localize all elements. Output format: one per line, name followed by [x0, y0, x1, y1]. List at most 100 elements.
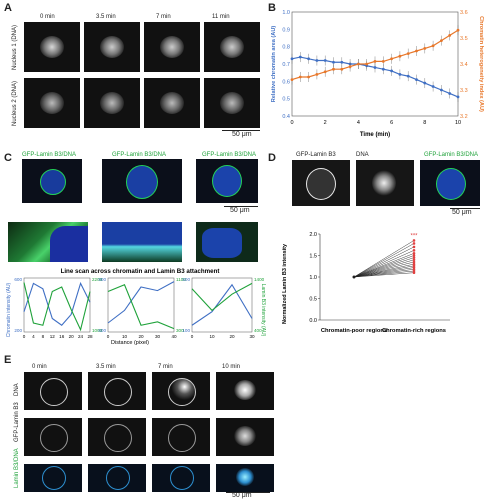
micrograph [22, 159, 82, 203]
data-point [315, 73, 319, 76]
data-point [440, 88, 443, 92]
y-tick-label: 0.5 [309, 297, 317, 303]
pair-line [353, 263, 415, 278]
micrograph [144, 22, 200, 72]
plot-frame [107, 277, 175, 333]
scan-line [107, 281, 175, 324]
micrograph [88, 372, 146, 410]
data-point [340, 67, 344, 71]
scale-bar [222, 130, 260, 131]
time-label: 3.5 min [96, 14, 116, 20]
scale-bar [224, 206, 258, 207]
data-point [456, 95, 460, 99]
right-tick-label: 400 [254, 328, 262, 333]
right-axis: 3.6 3.5 3.4 3.3 3.2 [460, 10, 468, 120]
line-scan-charts: Line scan across chromatin and Lamin B3 … [6, 268, 266, 346]
scan-line [191, 282, 253, 312]
data-point [456, 28, 460, 32]
x-tick-label: 0 [290, 120, 293, 126]
left-tick-label: 900 [98, 277, 106, 282]
left-tick-label: 0.6 [282, 79, 290, 85]
scale-bar [226, 492, 270, 493]
plot-frame [291, 11, 459, 117]
image-label: DNA [356, 152, 369, 158]
x-tick-label: 0 [23, 334, 26, 339]
right-tick-label: 3.3 [460, 88, 468, 94]
scan-line [191, 283, 253, 326]
micrograph [102, 159, 182, 203]
data-point [440, 39, 443, 42]
image-label: GFP-Lamin B3/DNA [22, 152, 77, 158]
right-tick-label: 3.6 [460, 10, 468, 16]
left-tick-label: 0.5 [282, 97, 290, 103]
plot-frame [23, 277, 91, 333]
micrograph [292, 160, 350, 206]
micrograph [216, 464, 274, 492]
panel-e-label: E [4, 354, 12, 366]
series-group [290, 25, 460, 102]
data-point [406, 52, 410, 55]
data-point [412, 271, 416, 274]
data-point [415, 49, 418, 53]
micrograph [88, 418, 146, 456]
x-tick-label: 10 [455, 120, 461, 126]
pair-line [353, 240, 415, 278]
micrograph [24, 372, 82, 410]
right-tick-label: 3.4 [460, 62, 468, 68]
micrograph [420, 160, 480, 206]
data-point [412, 260, 416, 264]
data-point [423, 47, 427, 50]
data-point [348, 65, 352, 68]
plot-frame [191, 277, 253, 333]
scan-line [23, 282, 91, 332]
x-tick-label: 28 [87, 334, 93, 339]
data-point [332, 60, 335, 64]
time-label: 11 min [212, 14, 230, 20]
data-point [412, 239, 416, 242]
data-point [381, 60, 385, 63]
data-point [340, 60, 344, 64]
micrograph [196, 159, 258, 203]
micrograph [356, 160, 414, 206]
x-tick-label: 20 [138, 334, 144, 339]
pair-line [353, 259, 415, 278]
x-tick-label: 20 [229, 334, 235, 339]
micrograph [152, 464, 210, 492]
time-label: 0 min [32, 364, 47, 370]
category-label: Chromatin-rich regions [382, 328, 446, 334]
x-tick-label: 30 [155, 334, 161, 339]
zoom-inset [102, 222, 182, 262]
x-tick-label: 2 [324, 120, 327, 126]
y-axis-label-left: Chromatin intensity (AU) [6, 282, 12, 337]
data-point [373, 60, 377, 63]
micrograph [24, 464, 82, 492]
data-point [323, 59, 327, 62]
left-tick-label: 0.8 [282, 45, 290, 51]
data-point [412, 252, 416, 255]
data-point [412, 242, 416, 245]
data-point [398, 54, 402, 58]
data-point [412, 245, 416, 249]
significance-marker: *** [410, 233, 418, 239]
scan-line [107, 284, 175, 330]
pair-line [353, 257, 415, 278]
scale-bar [450, 208, 480, 209]
micrograph [152, 372, 210, 410]
right-tick-label: 1000 [92, 328, 103, 333]
right-tick-label: 3.5 [460, 36, 468, 42]
data-point [373, 66, 377, 69]
y-tick-label: 2.0 [309, 232, 317, 238]
x-axis-label: Time (min) [360, 132, 390, 138]
line-scan-title: Line scan across chromatin and Lamin B3 … [61, 268, 220, 275]
data-point [412, 249, 416, 252]
data-point [357, 62, 360, 66]
image-label: GFP-Lamin B3/DNA [202, 152, 257, 158]
x-tick-label: 4 [357, 120, 360, 126]
right-tick-label: 2200 [92, 277, 103, 282]
zoom-inset [196, 222, 258, 262]
data-point [307, 75, 310, 79]
y-tick-label: 0.0 [309, 318, 317, 324]
zoom-inset [8, 222, 88, 262]
data-point [381, 67, 385, 71]
x-tick-label: 24 [78, 334, 84, 339]
